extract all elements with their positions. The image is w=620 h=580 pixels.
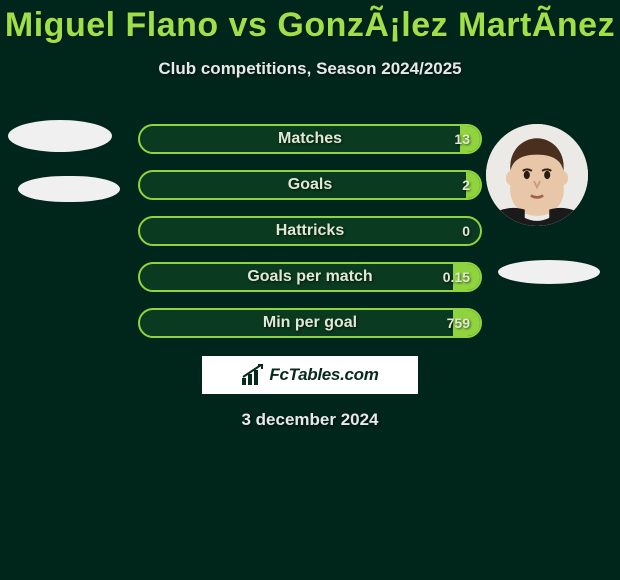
stat-bar: Min per goal759 — [138, 308, 482, 338]
stat-label: Matches — [140, 126, 480, 152]
player-left-shadow — [18, 176, 120, 202]
stat-bar: Hattricks0 — [138, 216, 482, 246]
stat-label: Goals per match — [140, 264, 480, 290]
fctables-icon — [241, 364, 265, 386]
stat-value-right: 2 — [462, 172, 470, 198]
stat-value-right: 759 — [447, 310, 470, 336]
player-right-avatar — [486, 124, 588, 226]
stat-label: Goals — [140, 172, 480, 198]
stat-value-right: 0 — [462, 218, 470, 244]
stat-label: Min per goal — [140, 310, 480, 336]
subtitle: Club competitions, Season 2024/2025 — [0, 59, 620, 79]
stat-value-right: 13 — [454, 126, 470, 152]
stat-bar: Goals2 — [138, 170, 482, 200]
stat-bar: Matches13 — [138, 124, 482, 154]
comparison-infographic: Miguel Flano vs GonzÃ¡lez MartÃ­nez Club… — [0, 0, 620, 580]
stat-bar: Goals per match0.15 — [138, 262, 482, 292]
stat-label: Hattricks — [140, 218, 480, 244]
player-right-shadow — [498, 260, 600, 284]
source-logo: FcTables.com — [202, 356, 418, 394]
date-label: 3 december 2024 — [0, 410, 620, 430]
player-left-avatar — [8, 120, 112, 152]
stat-value-right: 0.15 — [443, 264, 470, 290]
page-title: Miguel Flano vs GonzÃ¡lez MartÃ­nez — [0, 0, 620, 45]
stats-bars: Matches13 Goals2 Hattricks0 Goals per match… — [138, 124, 482, 354]
source-logo-text: FcTables.com — [269, 365, 378, 385]
player-right-portrait — [486, 124, 588, 226]
